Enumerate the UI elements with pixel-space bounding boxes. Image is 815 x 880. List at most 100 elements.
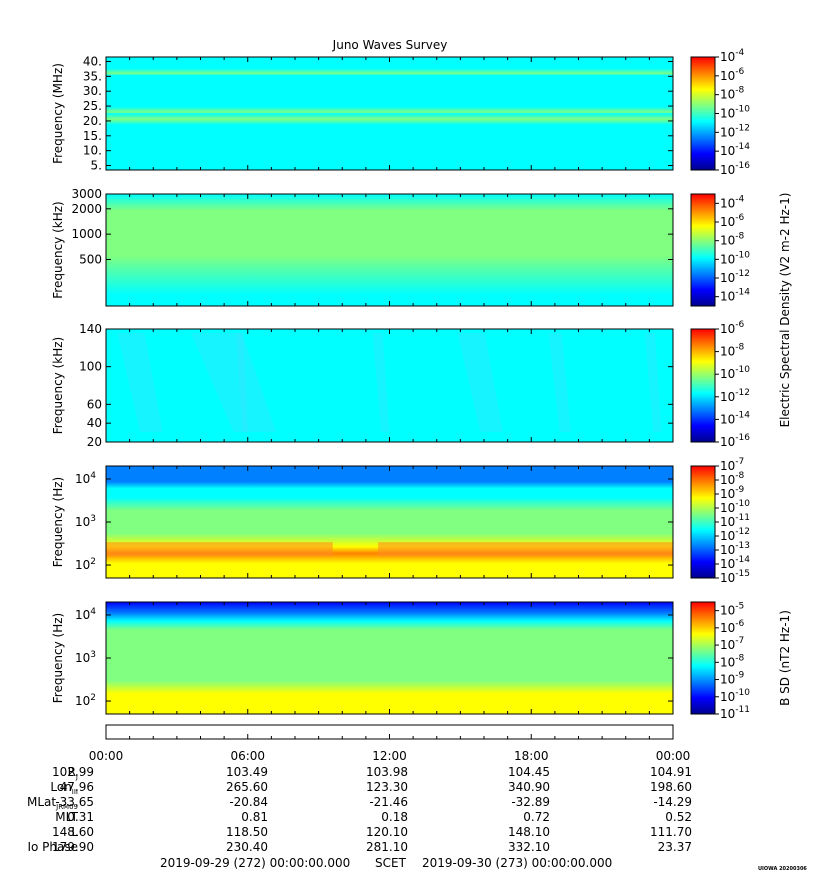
ephemeris-value: 0.72: [523, 810, 550, 824]
ephemeris-value: 104.91: [650, 765, 692, 779]
y-tick-label: 104: [75, 471, 96, 486]
burst-1: [191, 333, 277, 432]
burst-2: [236, 333, 248, 432]
y-tick-label: 60: [87, 397, 102, 411]
ephemeris-label: MLT: [55, 810, 78, 824]
ephemeris-value: 340.90: [508, 780, 550, 794]
ephemeris-value: 265.60: [226, 780, 268, 794]
colorbar-tick-label: 10-8: [720, 343, 745, 359]
y-axis-label: Frequency (Hz): [51, 477, 65, 568]
ephemeris-value: 123.30: [366, 780, 408, 794]
emission-band-0: [106, 542, 333, 557]
y-tick-label: 103: [75, 650, 96, 665]
colorbar-tick-label: 10-12: [720, 269, 750, 285]
ephemeris-value: -32.89: [511, 795, 550, 809]
colorbar-tick-label: 10-4: [720, 48, 745, 64]
colorbar-tick-label: 10-8: [720, 653, 745, 669]
y-tick-label: 10.: [83, 144, 102, 158]
y-tick-label: 102: [75, 557, 96, 572]
spectrogram-hf-high: [106, 57, 673, 170]
colorbar-tick-label: 10-10: [720, 105, 750, 121]
ephemeris-value: 104.45: [508, 765, 550, 779]
ephemeris-value: 0.18: [381, 810, 408, 824]
ephemeris-label: Io Phase: [27, 840, 78, 854]
colorbar-tick-label: 10-6: [720, 67, 745, 83]
ephemeris-value: 0.52: [665, 810, 692, 824]
y-tick-label: 15.: [83, 129, 102, 143]
y-tick-label: 1000: [71, 227, 102, 241]
burst-4: [457, 333, 503, 432]
colorbar-tick-label: 10-16: [720, 161, 750, 177]
y-tick-label: 103: [75, 514, 96, 529]
ephemeris-value: 230.40: [226, 840, 268, 854]
spectrogram-lfr-high: [106, 329, 673, 442]
colorbar-tick-label: 10-10: [720, 365, 750, 381]
colorbar-tick-label: 10-11: [720, 705, 750, 721]
y-tick-label: 20: [87, 435, 102, 449]
y-tick-label: 5.: [91, 159, 102, 173]
emission-band-1: [378, 542, 673, 557]
figure-title: Juno Waves Survey: [332, 38, 448, 52]
y-axis-label: Frequency (kHz): [51, 337, 65, 434]
y-tick-label: 102: [75, 693, 96, 708]
footer-start-time: 2019-09-29 (272) 00:00:00.000: [160, 856, 351, 870]
time-label: 06:00: [230, 749, 265, 763]
colorbar-tick-label: 10-14: [720, 410, 750, 426]
burst-5: [548, 333, 571, 432]
colorbar-label: Electric Spectral Density (V2 m-2 Hz-1): [778, 193, 792, 428]
y-tick-label: 35.: [83, 69, 102, 83]
y-axis-label: Frequency (MHz): [51, 63, 65, 164]
ephemeris-label: L: [71, 825, 78, 839]
y-tick-label: 40: [87, 416, 102, 430]
spectrogram-panels: 5.10.15.20.25.30.35.40. Frequency (MHz) 10…: [51, 48, 792, 721]
ephemeris-value: 148.60: [52, 825, 94, 839]
ephemeris-value: 0.81: [241, 810, 268, 824]
ephemeris-value: 281.10: [366, 840, 408, 854]
time-label: 18:00: [514, 749, 549, 763]
colorbar-tick-label: 10-14: [720, 142, 750, 158]
footer-end-time: 2019-09-30 (273) 00:00:00.000: [422, 856, 613, 870]
footer-scet-label: SCET: [375, 856, 406, 870]
time-label: 12:00: [372, 749, 407, 763]
burst-3: [372, 333, 390, 432]
spectrogram-magnetic: [106, 602, 673, 714]
colorbar-tick-label: 10-9: [720, 671, 745, 687]
colorbar-tick-label: 10-14: [720, 288, 750, 304]
colorbar-tick-label: 10-6: [720, 619, 745, 635]
ephemeris-value: -20.84: [229, 795, 268, 809]
y-axis-label: Frequency (Hz): [51, 613, 65, 704]
ephemeris-value: 198.60: [650, 780, 692, 794]
colorbar-tick-label: 10-4: [720, 194, 745, 210]
ephemeris-value: 103.49: [226, 765, 268, 779]
panel-lfr-high: 20 40 60 100 140 Frequency (kHz) 10-6 10-8 10-10…: [51, 320, 750, 449]
y-axis-label: Frequency (kHz): [51, 201, 65, 298]
y-tick-label: 100: [79, 360, 102, 374]
colorbar-lfr-high: [690, 328, 716, 443]
colorbar-tick-label: 10-8: [720, 86, 745, 102]
colorbar-lfr-low: [690, 465, 716, 579]
burst-0: [117, 333, 163, 432]
colorbar-label: B SD (nT2 Hz-1): [778, 610, 792, 706]
colorbar-hf-low: [690, 193, 716, 307]
time-label: 00:00: [656, 749, 691, 763]
ephemeris-value: 0.31: [67, 810, 94, 824]
y-tick-label: 104: [75, 607, 96, 622]
ephemeris-value: 179.90: [52, 840, 94, 854]
colorbar-tick-label: 10-8: [720, 232, 745, 248]
colorbar-tick-label: 10-12: [720, 123, 750, 139]
colorbar-tick-label: 10-6: [720, 213, 745, 229]
colorbar-tick-label: 10-10: [720, 688, 750, 704]
ephemeris-value: 23.37: [658, 840, 692, 854]
burst-6: [644, 333, 662, 432]
y-tick-label: 30.: [83, 84, 102, 98]
colorbar-tick-label: 10-16: [720, 433, 750, 449]
colorbar-tick-label: 10-10: [720, 250, 750, 266]
ephemeris-value: 102.99: [52, 765, 94, 779]
spectrogram-lfr-low: [106, 466, 673, 578]
panel-hf-high: 5.10.15.20.25.30.35.40. Frequency (MHz) 10…: [51, 48, 750, 177]
y-tick-label: 25.: [83, 99, 102, 113]
